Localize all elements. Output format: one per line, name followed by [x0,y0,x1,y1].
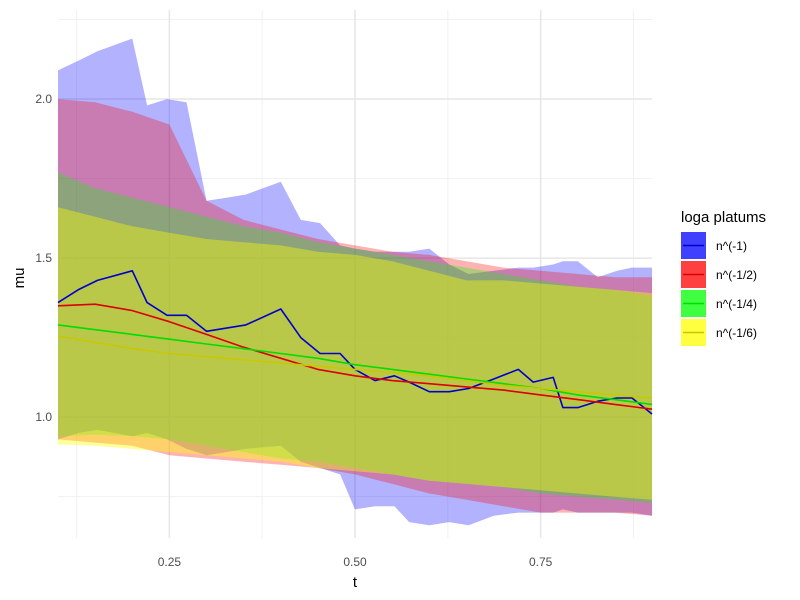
series-lines [57,269,653,415]
x-tick-label: 0.75 [529,555,553,569]
legend-item: n^(-1) [681,232,747,259]
legend-label: n^(-1/4) [716,297,757,311]
x-axis-ticks: 0.25 0.50 0.75 [158,555,553,569]
x-axis-title: t [353,574,358,591]
legend: loga platums n^(-1) n^(-1/2) n^(-1/4) n^(-1… [681,209,766,346]
legend-item: n^(-1/4) [681,290,757,317]
legend-label: n^(-1/6) [716,326,757,340]
legend-label: n^(-1) [716,239,747,253]
confidence-band-1 [58,38,652,526]
y-tick-label: 1.0 [35,410,52,424]
series-line-4 [57,335,653,399]
x-tick-label: 0.25 [158,555,182,569]
confidence-band-2 [58,99,652,516]
series-line-1 [57,269,653,415]
series-line-3 [57,324,653,406]
confidence-band-4 [58,207,652,500]
legend-title: loga platums [681,209,766,226]
confidence-band-3 [58,172,652,503]
y-axis-title: mu [11,268,28,289]
legend-item: n^(-1/2) [681,261,757,288]
y-tick-label: 2.0 [35,92,52,106]
legend-label: n^(-1/2) [716,268,757,282]
x-tick-label: 0.50 [343,555,367,569]
series-line-2 [57,303,653,410]
legend-item: n^(-1/6) [681,319,757,346]
y-axis-ticks: 1.0 1.5 2.0 [35,92,52,424]
y-tick-label: 1.5 [35,251,52,265]
confidence-bands [58,38,652,526]
